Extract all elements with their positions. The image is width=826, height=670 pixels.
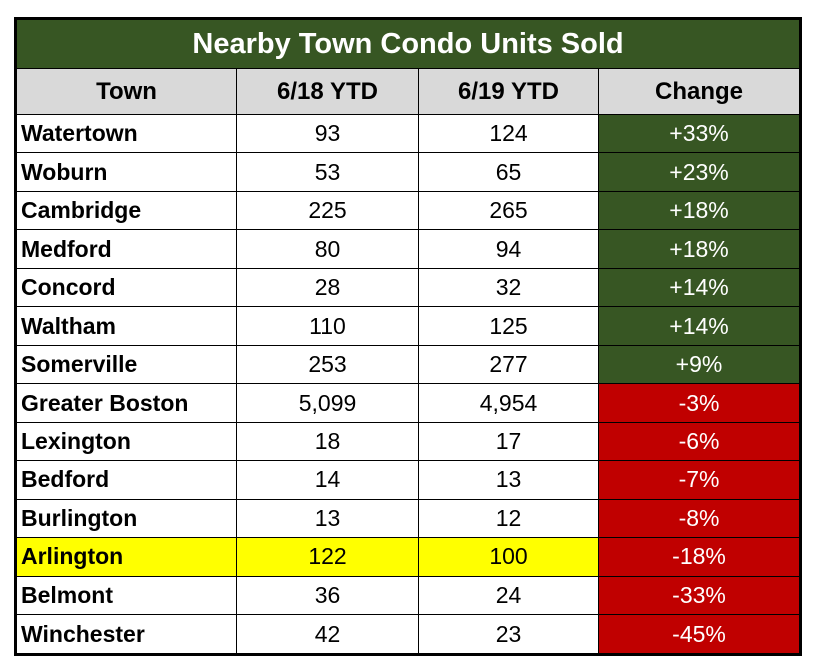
change-cell: -6% <box>597 421 802 462</box>
title-row: Nearby Town Condo Units Sold <box>14 18 802 69</box>
town-cell: Belmont <box>15 575 237 616</box>
ytd-6-19-cell: 65 <box>418 152 599 192</box>
ytd-6-18-cell: 36 <box>236 575 419 616</box>
change-cell: -18% <box>597 537 802 577</box>
town-cell: Cambridge <box>15 190 237 231</box>
ytd-6-19-cell: 265 <box>418 190 599 231</box>
column-header-town: Town <box>15 68 237 115</box>
ytd-6-19-cell: 4,954 <box>418 383 599 423</box>
table-row: Concord 28 32 +14% <box>15 267 802 308</box>
change-cell: +14% <box>597 267 802 308</box>
change-cell: +14% <box>597 306 802 346</box>
table-row: Woburn 53 65 +23% <box>15 152 802 192</box>
table-body: Watertown 93 124 +33% Woburn 53 65 +23% Cambridg… <box>15 113 802 655</box>
ytd-6-19-cell: 17 <box>418 421 599 462</box>
table-row: Cambridge 225 265 +18% <box>15 190 802 231</box>
change-cell: -3% <box>597 383 802 423</box>
town-cell: Medford <box>15 229 237 269</box>
condo-units-sold-table: Nearby Town Condo Units Sold Town 6/18 Y… <box>14 17 803 656</box>
column-header-row: Town 6/18 YTD 6/19 YTD Change <box>15 68 802 115</box>
town-cell: Arlington <box>15 537 237 577</box>
table-row: Medford 80 94 +18% <box>15 229 802 269</box>
town-cell: Lexington <box>15 421 237 462</box>
table-row: Belmont 36 24 -33% <box>15 575 802 616</box>
change-cell: -7% <box>597 460 802 500</box>
town-cell: Greater Boston <box>15 383 237 423</box>
column-header-ytd-6-18: 6/18 YTD <box>236 68 419 115</box>
table-row: Bedford 14 13 -7% <box>15 460 802 500</box>
change-cell: +33% <box>597 113 802 154</box>
ytd-6-18-cell: 253 <box>236 344 419 385</box>
ytd-6-19-cell: 277 <box>418 344 599 385</box>
town-cell: Somerville <box>15 344 237 385</box>
change-cell: -8% <box>597 498 802 539</box>
ytd-6-19-cell: 23 <box>418 614 599 655</box>
table-row: Watertown 93 124 +33% <box>15 113 802 154</box>
ytd-6-18-cell: 122 <box>236 537 419 577</box>
ytd-6-18-cell: 80 <box>236 229 419 269</box>
change-cell: +18% <box>597 229 802 269</box>
ytd-6-18-cell: 42 <box>236 614 419 655</box>
ytd-6-18-cell: 14 <box>236 460 419 500</box>
change-cell: -45% <box>597 614 802 655</box>
change-cell: +18% <box>597 190 802 231</box>
ytd-6-18-cell: 5,099 <box>236 383 419 423</box>
ytd-6-18-cell: 225 <box>236 190 419 231</box>
ytd-6-19-cell: 94 <box>418 229 599 269</box>
table-row: Waltham 110 125 +14% <box>15 306 802 346</box>
table-title: Nearby Town Condo Units Sold <box>14 18 802 69</box>
ytd-6-19-cell: 32 <box>418 267 599 308</box>
town-cell: Woburn <box>15 152 237 192</box>
ytd-6-18-cell: 93 <box>236 113 419 154</box>
ytd-6-19-cell: 12 <box>418 498 599 539</box>
table-row: Burlington 13 12 -8% <box>15 498 802 539</box>
table-row: Winchester 42 23 -45% <box>15 614 802 655</box>
ytd-6-19-cell: 100 <box>418 537 599 577</box>
ytd-6-19-cell: 125 <box>418 306 599 346</box>
change-cell: +23% <box>597 152 802 192</box>
ytd-6-18-cell: 110 <box>236 306 419 346</box>
town-cell: Waltham <box>15 306 237 346</box>
table-row: Somerville 253 277 +9% <box>15 344 802 385</box>
table-row: Arlington 122 100 -18% <box>15 537 802 577</box>
table-row: Greater Boston 5,099 4,954 -3% <box>15 383 802 423</box>
ytd-6-19-cell: 13 <box>418 460 599 500</box>
ytd-6-18-cell: 18 <box>236 421 419 462</box>
change-cell: -33% <box>597 575 802 616</box>
town-cell: Watertown <box>15 113 237 154</box>
column-header-ytd-6-19: 6/19 YTD <box>418 68 599 115</box>
town-cell: Concord <box>15 267 237 308</box>
ytd-6-19-cell: 24 <box>418 575 599 616</box>
table-row: Lexington 18 17 -6% <box>15 421 802 462</box>
ytd-6-19-cell: 124 <box>418 113 599 154</box>
ytd-6-18-cell: 53 <box>236 152 419 192</box>
town-cell: Bedford <box>15 460 237 500</box>
column-header-change: Change <box>597 68 802 115</box>
ytd-6-18-cell: 13 <box>236 498 419 539</box>
ytd-6-18-cell: 28 <box>236 267 419 308</box>
town-cell: Winchester <box>15 614 237 655</box>
town-cell: Burlington <box>15 498 237 539</box>
change-cell: +9% <box>597 344 802 385</box>
